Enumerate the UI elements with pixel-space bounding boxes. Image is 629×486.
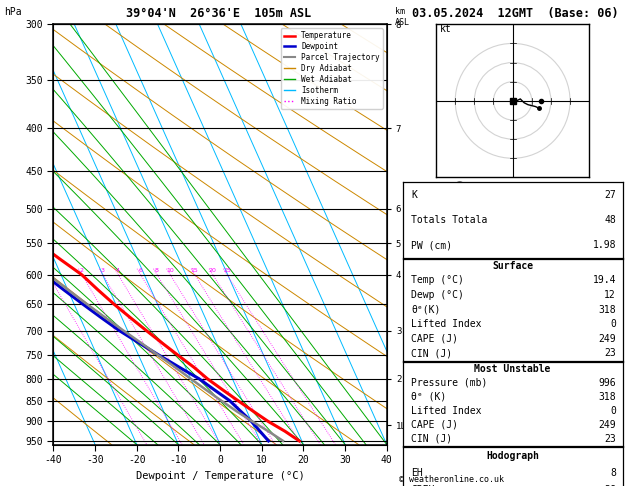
Text: 20: 20 (209, 268, 216, 273)
Text: 996: 996 (598, 378, 616, 388)
Text: CIN (J): CIN (J) (411, 434, 452, 444)
Text: 1.98: 1.98 (593, 240, 616, 250)
Text: Lifted Index: Lifted Index (411, 319, 482, 329)
Text: PW (cm): PW (cm) (411, 240, 452, 250)
Text: kt: kt (440, 24, 452, 34)
Text: Totals Totala: Totals Totala (411, 215, 487, 225)
Text: 15: 15 (191, 268, 199, 273)
Text: EH: EH (411, 468, 423, 478)
Text: 249: 249 (598, 334, 616, 344)
Text: Most Unstable: Most Unstable (474, 364, 551, 374)
Text: 03.05.2024  12GMT  (Base: 06): 03.05.2024 12GMT (Base: 06) (412, 7, 618, 20)
Text: 19.4: 19.4 (593, 276, 616, 285)
Text: Pressure (mb): Pressure (mb) (411, 378, 487, 388)
Text: 25: 25 (223, 268, 231, 273)
Y-axis label: Mixing Ratio (g/kg): Mixing Ratio (g/kg) (456, 179, 466, 290)
Text: 36: 36 (604, 485, 616, 486)
Text: 8: 8 (610, 468, 616, 478)
Text: 23: 23 (604, 434, 616, 444)
Text: 8: 8 (155, 268, 159, 273)
Text: K: K (411, 190, 417, 200)
Text: CAPE (J): CAPE (J) (411, 420, 459, 430)
Text: θᵉ (K): θᵉ (K) (411, 392, 447, 402)
Text: 318: 318 (598, 305, 616, 314)
Text: θᵉ(K): θᵉ(K) (411, 305, 441, 314)
Text: hPa: hPa (4, 7, 21, 17)
Text: © weatheronline.co.uk: © weatheronline.co.uk (399, 474, 504, 484)
Text: 39°04'N  26°36'E  105m ASL: 39°04'N 26°36'E 105m ASL (126, 7, 311, 20)
Text: Surface: Surface (492, 261, 533, 271)
Text: 10: 10 (166, 268, 174, 273)
Text: km
ASL: km ASL (395, 7, 410, 27)
Text: 3: 3 (101, 268, 104, 273)
Text: Dewp (°C): Dewp (°C) (411, 290, 464, 300)
Text: CAPE (J): CAPE (J) (411, 334, 459, 344)
Text: 23: 23 (604, 348, 616, 358)
Text: 12: 12 (604, 290, 616, 300)
Text: 2: 2 (80, 268, 84, 273)
Text: 27: 27 (604, 190, 616, 200)
X-axis label: Dewpoint / Temperature (°C): Dewpoint / Temperature (°C) (136, 470, 304, 481)
Text: 4: 4 (116, 268, 120, 273)
Text: 318: 318 (598, 392, 616, 402)
Text: Temp (°C): Temp (°C) (411, 276, 464, 285)
Text: 0: 0 (610, 406, 616, 416)
Text: 249: 249 (598, 420, 616, 430)
Text: 6: 6 (138, 268, 142, 273)
Text: 48: 48 (604, 215, 616, 225)
Text: SREH: SREH (411, 485, 435, 486)
Text: CIN (J): CIN (J) (411, 348, 452, 358)
Legend: Temperature, Dewpoint, Parcel Trajectory, Dry Adiabat, Wet Adiabat, Isotherm, Mi: Temperature, Dewpoint, Parcel Trajectory… (281, 28, 383, 109)
Text: Hodograph: Hodograph (486, 451, 539, 461)
Text: 0: 0 (610, 319, 616, 329)
Text: Lifted Index: Lifted Index (411, 406, 482, 416)
